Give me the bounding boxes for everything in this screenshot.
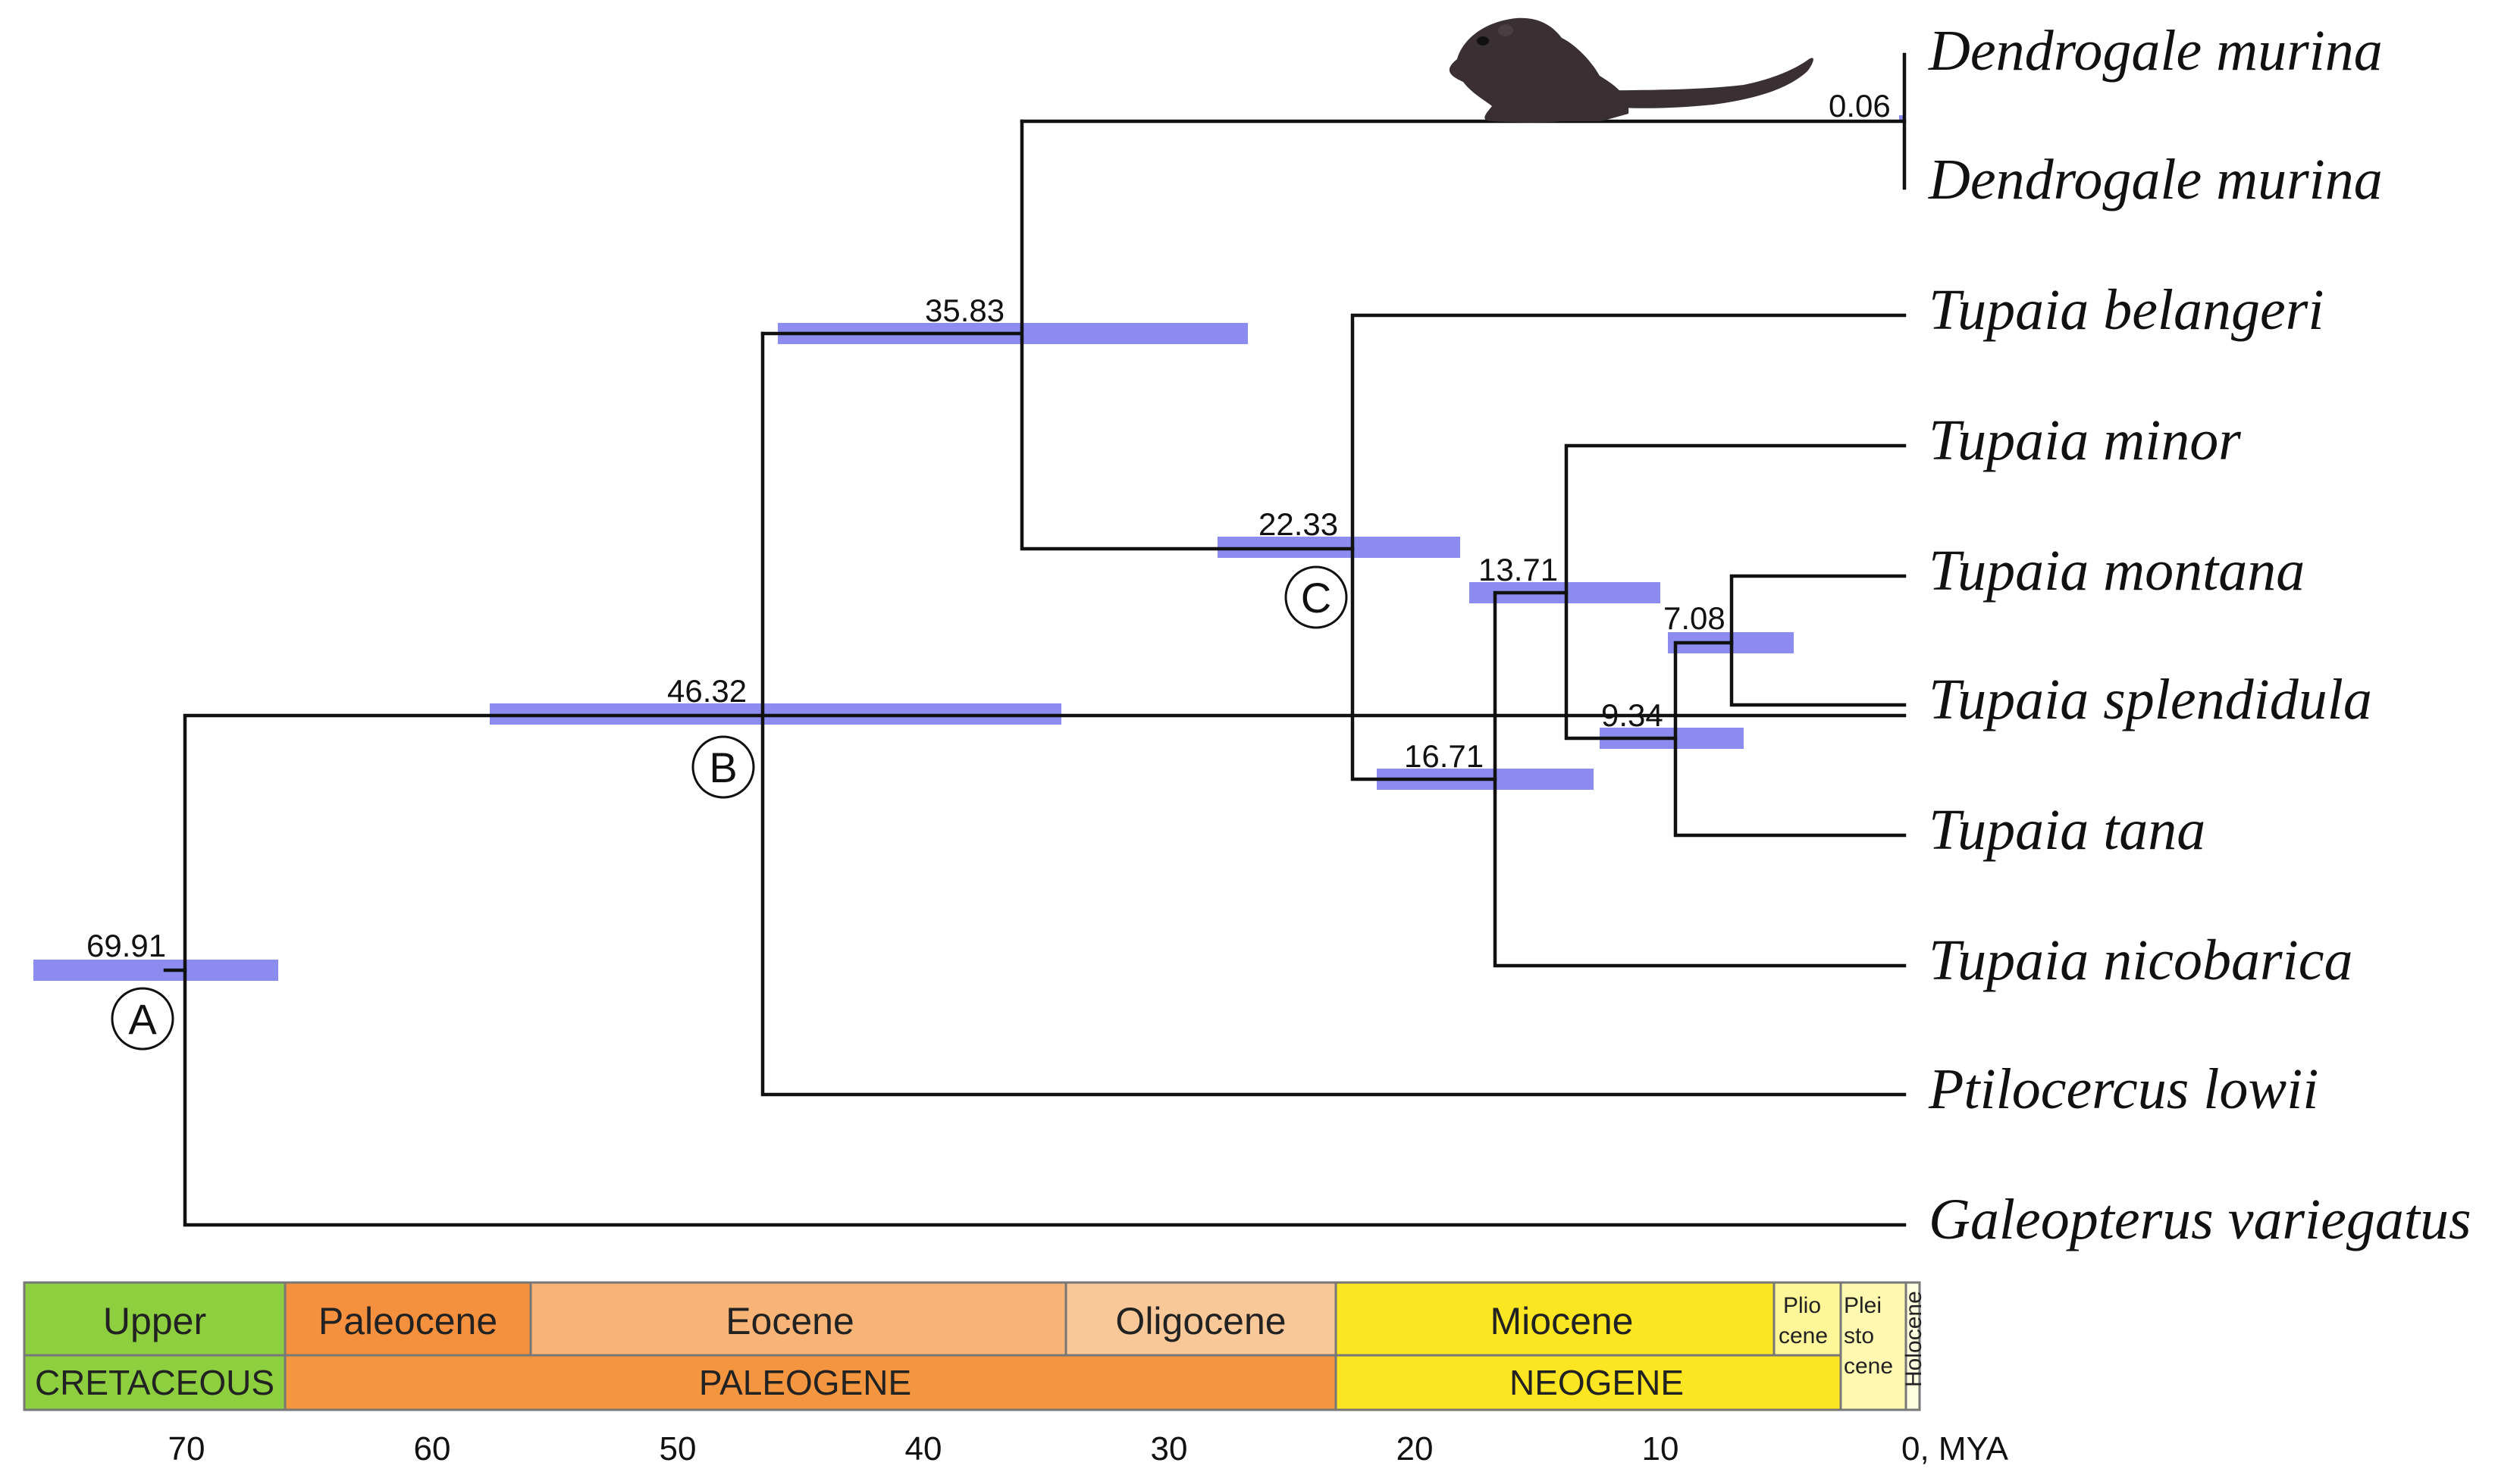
axis-tick-label: 50 — [660, 1430, 697, 1467]
node-letters: A B C — [111, 565, 1348, 1051]
taxon-label: Dendrogale murina — [1928, 148, 2383, 211]
period-label-cretaceous: CRETACEOUS — [35, 1363, 274, 1402]
epoch-label-pliocene-line1: Plio — [1783, 1293, 1821, 1318]
tree-branches — [163, 52, 1907, 1227]
taxon-label: Tupaia nicobarica — [1929, 929, 2352, 992]
node-age-tana-split: 9.34 — [1601, 697, 1663, 733]
node-circle-c — [1284, 565, 1348, 629]
axis-zero-label: 0, MYA — [1901, 1430, 2009, 1467]
branch-node-a — [183, 713, 1907, 1227]
node-letter-a: A — [128, 995, 157, 1043]
node-age-dendro-split: 35.83 — [925, 293, 1005, 328]
node-letter-c: C — [1301, 574, 1331, 622]
geologic-timescale: Upper Paleocene Eocene Oligocene Miocene… — [23, 1281, 1926, 1411]
node-age-dendrogale-pair: 0.06 — [1829, 88, 1891, 124]
period-label-paleogene: PALEOGENE — [699, 1363, 911, 1402]
node-age-labels: 69.91 46.32 35.83 22.33 16.71 13.71 9.34… — [86, 88, 1891, 963]
epoch-label-oligocene: Oligocene — [1115, 1300, 1286, 1342]
branch-node-c — [1350, 313, 1907, 781]
epoch-label-pleistocene-line2: sto — [1844, 1323, 1874, 1348]
epoch-miocene — [1334, 1281, 1776, 1357]
branch-dendro-split — [760, 119, 1355, 551]
node-age-b: 46.32 — [667, 673, 747, 709]
branch-tana-split — [1673, 640, 1907, 838]
period-label-neogene: NEOGENE — [1509, 1363, 1684, 1402]
node-age-montana-splendidula: 7.08 — [1663, 600, 1725, 636]
epoch-holocene — [1904, 1281, 1921, 1411]
period-paleogene — [284, 1354, 1337, 1411]
period-cretaceous — [23, 1354, 287, 1411]
branch-minor-split — [1564, 443, 1907, 741]
epoch-label-miocene: Miocene — [1490, 1300, 1634, 1342]
taxon-label: Tupaia montana — [1929, 539, 2305, 603]
epoch-pliocene — [1772, 1281, 1842, 1357]
node-age-nicobarica-split: 16.71 — [1404, 738, 1484, 774]
taxon-labels: Dendrogale murina Dendrogale murina Tupa… — [1928, 19, 2471, 1251]
node-age-minor-split: 13.71 — [1478, 552, 1558, 587]
taxon-label: Dendrogale murina — [1928, 19, 2383, 83]
axis-tick-label: 60 — [414, 1430, 451, 1467]
epoch-label-holocene: Holocene — [1901, 1291, 1926, 1387]
node-letter-b: B — [709, 744, 737, 791]
epoch-label-eocene: Eocene — [726, 1300, 854, 1342]
taxon-label: Tupaia belangeri — [1929, 278, 2324, 342]
epoch-label-pliocene-line2: cene — [1779, 1323, 1828, 1348]
taxon-label: Ptilocercus lowii — [1928, 1057, 2318, 1121]
ci-bars — [33, 115, 1904, 981]
epoch-upper-cretaceous — [23, 1281, 287, 1357]
epoch-label-pleistocene-line3: cene — [1844, 1354, 1893, 1379]
epoch-eocene — [529, 1281, 1067, 1357]
taxon-label: Tupaia tana — [1929, 798, 2205, 862]
epoch-label-paleocene: Paleocene — [318, 1300, 497, 1342]
taxon-label: Galeopterus variegatus — [1929, 1188, 2471, 1251]
taxon-label: Tupaia splendidula — [1929, 668, 2372, 731]
tree-shrew-image — [1449, 17, 1813, 123]
branch-nicobarica-split — [1493, 590, 1907, 968]
axis-tick-label: 40 — [905, 1430, 942, 1467]
axis-tick-label: 10 — [1642, 1430, 1679, 1467]
epoch-label-upper: Upper — [103, 1300, 206, 1342]
ci-bar-dendrogale-pair — [1899, 115, 1904, 121]
branch-node-b — [760, 331, 1907, 1097]
axis-tick-label: 70 — [168, 1430, 205, 1467]
branch-montana-splendidula — [1729, 574, 1907, 707]
taxon-label: Tupaia minor — [1929, 409, 2241, 472]
node-circle-a — [111, 987, 174, 1051]
time-axis: 70 60 50 40 30 20 10 0, MYA — [168, 1430, 2009, 1467]
node-circle-b — [691, 735, 755, 799]
node-age-c: 22.33 — [1258, 506, 1338, 542]
axis-tick-label: 30 — [1151, 1430, 1188, 1467]
node-age-a: 69.91 — [86, 928, 166, 963]
epoch-label-pleistocene-line1: Plei — [1844, 1293, 1882, 1318]
axis-tick-label: 20 — [1396, 1430, 1434, 1467]
ci-bar-node-a — [33, 960, 278, 981]
period-neogene — [1334, 1354, 1842, 1411]
